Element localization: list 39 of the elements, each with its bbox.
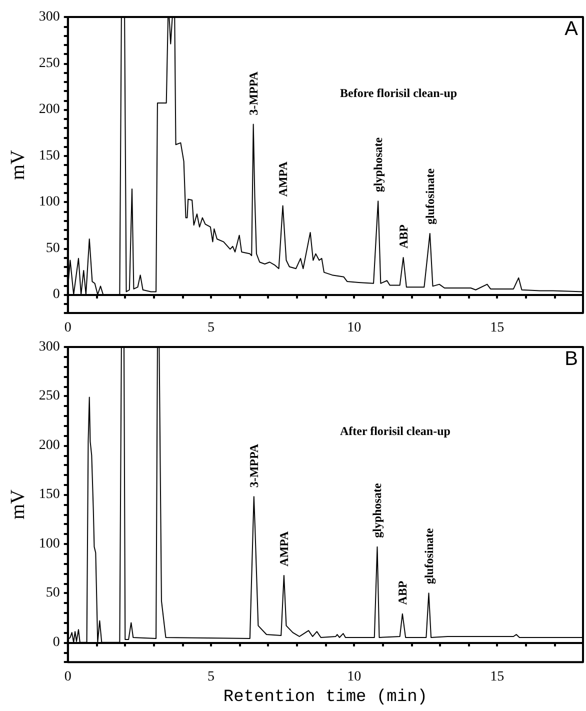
y-tick-label: 150 — [38, 487, 60, 502]
y-tick-label: 150 — [38, 148, 60, 164]
annotation: AMPA — [276, 531, 291, 566]
y-axis-title: mV — [7, 488, 29, 520]
x-tick-label: 5 — [207, 320, 214, 336]
chart-title: B — [564, 348, 578, 370]
y-tick-label: 300 — [38, 340, 60, 354]
y-axis-title: mV — [7, 149, 29, 180]
y-tick-label: 250 — [38, 56, 60, 71]
y-tick-label: 100 — [38, 536, 60, 552]
x-tick-label: 0 — [64, 670, 72, 685]
y-tick-label: 0 — [52, 634, 60, 650]
annotation: 3-MPPA — [246, 444, 261, 488]
y-tick-label: 250 — [38, 388, 60, 404]
text: After florisil clean-up — [340, 424, 451, 438]
y-tick-label: 300 — [38, 10, 60, 24]
y-tick-label: 50 — [46, 586, 60, 601]
x-tick-label: 10 — [347, 320, 362, 336]
x-tick-label: 15 — [490, 320, 504, 336]
x-tick-label: 5 — [207, 670, 214, 685]
x-axis-title: Retention time (min) — [223, 688, 428, 707]
annotation: 3-MPPA — [246, 71, 260, 116]
y-tick-label: 50 — [46, 240, 60, 256]
annotation: AMPA — [276, 161, 290, 197]
y-tick-label: 200 — [38, 102, 60, 117]
annotation: glyphosate — [371, 136, 386, 192]
y-tick-label: 200 — [38, 438, 60, 453]
annotation: glufosinate — [422, 527, 436, 584]
y-tick-label: 0 — [52, 287, 60, 302]
y-tick-label: 100 — [38, 194, 60, 210]
chart-title: A — [564, 18, 579, 40]
annotation: glyphosate — [370, 482, 384, 538]
x-tick-label: 10 — [347, 670, 362, 685]
text: Before florisil clean-up — [340, 86, 458, 100]
annotation: ABP — [396, 224, 410, 248]
x-tick-label: 0 — [64, 320, 72, 336]
annotation: glufosinate — [422, 168, 437, 224]
annotation: ABP — [395, 580, 410, 605]
x-tick-label: 15 — [490, 670, 504, 685]
